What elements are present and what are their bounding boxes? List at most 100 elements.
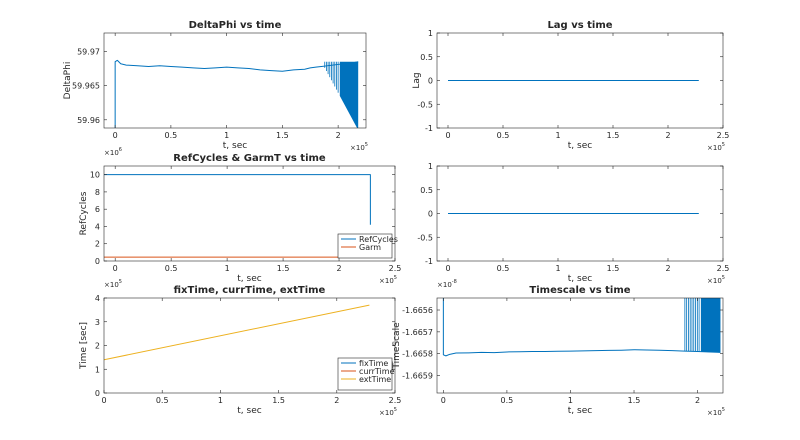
y-tick-label: 1 <box>95 365 100 374</box>
x-tick-label: 2.5 <box>717 264 730 273</box>
y-tick-label: -1.6656 <box>402 306 433 315</box>
y-tick-label: 59.965 <box>72 82 100 91</box>
y-tick-label: 2 <box>95 342 100 351</box>
x-exponent-base: ×10 <box>350 144 365 152</box>
x-axis-label: t, sec <box>237 274 261 284</box>
x-tick-label: 2 <box>695 396 700 405</box>
x-tick-label: 2.5 <box>389 396 402 405</box>
plot-area <box>104 33 366 128</box>
x-tick-label: 0 <box>113 264 118 273</box>
x-tick-label: 0 <box>445 264 450 273</box>
y-tick-label: 0.5 <box>420 186 433 195</box>
y-tick-label: 1 <box>428 29 433 38</box>
y-exponent-base: ×10 <box>104 149 119 157</box>
legend-label: Garm <box>359 243 381 252</box>
x-exponent-power: 5 <box>394 275 397 281</box>
series-line-refcycles <box>104 174 371 225</box>
x-exponent: ×105 <box>707 275 725 285</box>
legend-box <box>337 233 393 259</box>
data-layer <box>442 298 721 357</box>
y-tick-label: 10 <box>90 171 100 180</box>
x-tick-label: 2.5 <box>717 131 730 140</box>
y-axis-label: TimeScale <box>392 322 402 370</box>
y-axis-label: DeltaPhi <box>63 62 73 100</box>
y-tick-label: 1 <box>428 162 433 171</box>
x-tick-label: 1.5 <box>277 264 290 273</box>
x-exponent-base: ×10 <box>707 144 722 152</box>
x-exponent: ×105 <box>707 142 725 152</box>
y-exponent: ×106 <box>104 147 122 157</box>
y-tick-label: 4 <box>95 294 100 303</box>
data-layer <box>114 59 359 128</box>
x-tick-label: 0.5 <box>165 131 178 140</box>
x-exponent-power: 5 <box>722 142 725 148</box>
axes-frame <box>436 297 724 394</box>
y-axis-label: Time [sec] <box>79 322 89 370</box>
y-axis-label: Lag <box>412 72 422 88</box>
subplot-fixtime: 0 0.5 1 1.5 2 2.5 0 1 2 3 4 fixTime, currTime, extT… <box>79 279 401 417</box>
x-tick-label: 1.5 <box>607 264 620 273</box>
x-exponent-power: 5 <box>394 407 397 413</box>
x-axis-label: t, sec <box>568 274 592 284</box>
y-tick-label: 0 <box>95 257 100 266</box>
x-exponent-base: ×10 <box>707 277 722 285</box>
x-axis-label: t, sec <box>223 141 247 151</box>
legend-label: fixTime <box>359 359 388 368</box>
chart-title: RefCycles & GarmT vs time <box>173 153 326 164</box>
chart-title: Lag vs time <box>547 20 612 31</box>
x-exponent: ×105 <box>707 407 725 417</box>
axes-frame <box>103 32 367 129</box>
y-tick-label: 4 <box>95 222 100 231</box>
subplot-refcycles: 0 0.5 1 1.5 2 2.5 0 2 4 6 8 10 RefCycles & GarmT vs … <box>79 147 401 285</box>
x-exponent: ×105 <box>379 275 397 285</box>
y-tick-label: 0.5 <box>420 53 433 62</box>
x-tick-label: 1 <box>555 131 560 140</box>
x-tick-label: 1 <box>568 396 573 405</box>
data-layer <box>104 304 370 361</box>
y-tick-label: -1 <box>425 257 433 266</box>
y-tick-label: 8 <box>95 188 100 197</box>
x-axis-label: t, sec <box>568 406 592 416</box>
x-tick-label: 0 <box>101 396 106 405</box>
chart-title: fixTime, currTime, extTime <box>174 285 326 296</box>
series-line-0 <box>114 59 359 128</box>
y-tick-label: 0 <box>428 77 433 86</box>
series-line-exttime <box>104 304 370 361</box>
y-tick-label: 0 <box>428 210 433 219</box>
x-tick-label: 2 <box>334 396 339 405</box>
x-exponent: ×105 <box>350 142 368 152</box>
subplot-timescale: 0 0.5 1 1.5 2-1.6659-1.6658-1.6657-1.6656Tim… <box>392 279 725 417</box>
x-exponent-power: 5 <box>722 407 725 413</box>
legend-label: currTime <box>359 367 395 376</box>
y-exponent-power: -8 <box>452 279 457 285</box>
y-tick-label: -0.5 <box>417 100 433 109</box>
x-tick-label: 2 <box>665 131 670 140</box>
x-tick-label: 0 <box>445 131 450 140</box>
oscillation-band <box>339 61 359 128</box>
data-layer <box>104 174 371 258</box>
x-exponent-power: 5 <box>365 142 368 148</box>
x-tick-label: 1 <box>225 264 230 273</box>
x-exponent-power: 5 <box>722 275 725 281</box>
plot-area <box>437 298 723 393</box>
x-exponent-base: ×10 <box>379 277 394 285</box>
x-tick-label: 2 <box>336 131 341 140</box>
y-tick-label: 2 <box>95 240 100 249</box>
x-tick-label: 1.5 <box>276 131 289 140</box>
x-tick-label: 0.5 <box>497 264 510 273</box>
legend-label: extTime <box>359 375 391 384</box>
chart-title: DeltaPhi vs time <box>189 20 282 31</box>
subplot-lag: 0 0.5 1 1.5 2 2.5 -1 -0.5 0 0.5 1 Lag vs time t, sec… <box>412 20 729 152</box>
x-tick-label: 0.5 <box>497 131 510 140</box>
axes-frame <box>103 165 396 262</box>
x-axis-label: t, sec <box>568 141 592 151</box>
y-tick-label: 59.97 <box>77 47 100 56</box>
series-line-0 <box>442 298 721 357</box>
legend-label: RefCycles <box>359 235 398 244</box>
x-tick-label: 2 <box>665 264 670 273</box>
x-tick-label: 0.5 <box>156 396 169 405</box>
x-tick-label: 0.5 <box>501 396 514 405</box>
y-exponent-base: ×10 <box>104 281 119 289</box>
